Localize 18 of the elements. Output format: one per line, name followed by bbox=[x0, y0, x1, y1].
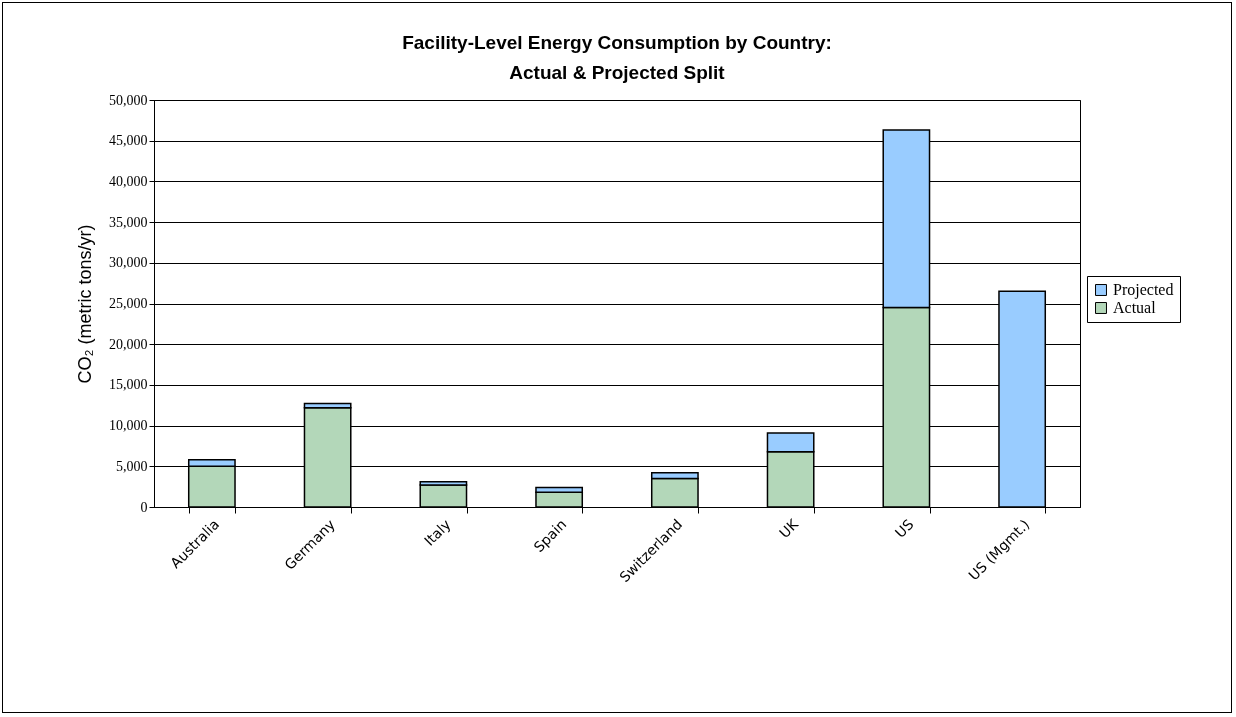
y-tick-label: 40,000 bbox=[109, 173, 148, 189]
y-tick-label: 0 bbox=[140, 499, 148, 515]
y-tick-label: 35,000 bbox=[109, 214, 148, 230]
y-tick-label: 10,000 bbox=[109, 418, 148, 434]
y-axis-title: CO₂ (metric tons/yr) bbox=[75, 224, 95, 384]
legend-label: Projected bbox=[1113, 281, 1174, 299]
x-tick-label: US bbox=[891, 516, 917, 541]
y-tick-label: 25,000 bbox=[109, 296, 148, 311]
bar bbox=[419, 484, 468, 508]
y-tick-label: 15,000 bbox=[109, 377, 148, 393]
y-tick-label: 5,000 bbox=[116, 458, 148, 474]
y-tick-label: 45,000 bbox=[109, 133, 148, 149]
y-tick-label: 20,000 bbox=[109, 336, 148, 352]
y-tick-label: 30,000 bbox=[109, 255, 148, 271]
chart-title: Facility-Level Energy Consumption by Country: Actual & Projected Split bbox=[402, 32, 832, 83]
legend-label: Actual bbox=[1113, 299, 1157, 316]
y-tick-label: 50,000 bbox=[109, 92, 148, 108]
x-tick-label: UK bbox=[775, 515, 802, 542]
